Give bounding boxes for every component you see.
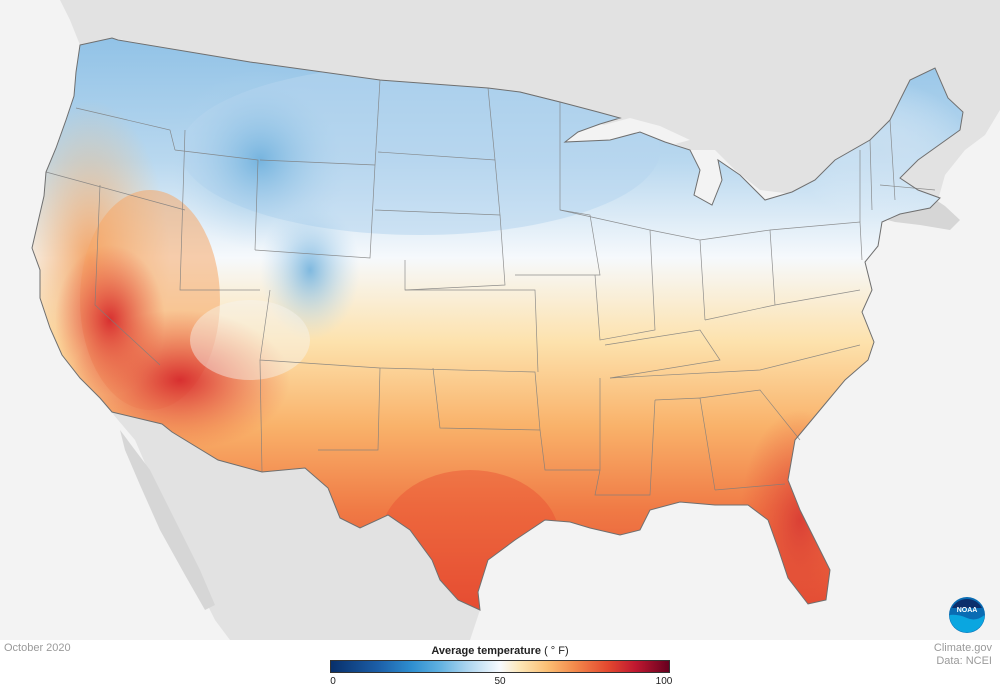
credit-block: Climate.gov Data: NCEI (934, 642, 992, 668)
legend-unit: ( ° F) (544, 645, 569, 657)
credit-data-source: Data: NCEI (936, 655, 992, 667)
us-temperature-map (31, 0, 1000, 640)
legend-title-text: Average temperature (431, 645, 541, 657)
noaa-logo-text: NOAA (957, 607, 978, 614)
map-canvas (0, 0, 1000, 640)
credit-site: Climate.gov (933, 642, 992, 654)
legend-color-bar (330, 660, 670, 673)
date-label: October 2020 (4, 642, 71, 654)
state-borders (45, 79, 936, 496)
legend-tick-max: 100 (655, 676, 673, 687)
legend-tick-min: 0 (330, 676, 336, 687)
legend-tick-mid: 50 (494, 676, 506, 687)
legend-title: Average temperature ( ° F) (330, 645, 670, 657)
surrounding-land (60, 0, 1000, 640)
noaa-logo-icon: NOAA (948, 596, 986, 634)
